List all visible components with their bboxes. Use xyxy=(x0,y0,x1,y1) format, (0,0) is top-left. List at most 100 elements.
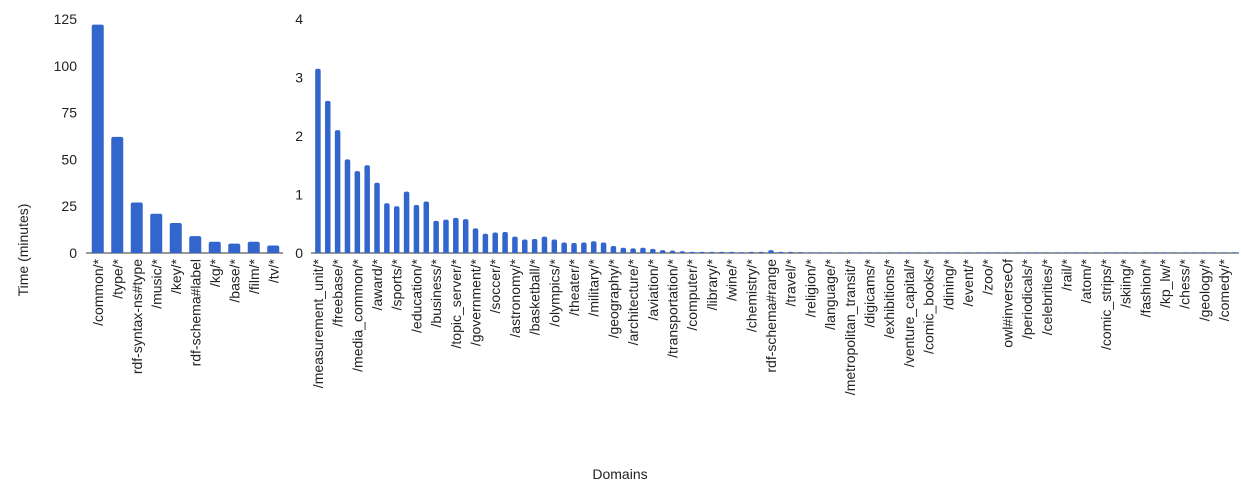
bar xyxy=(433,220,439,253)
bar xyxy=(896,252,902,253)
x-tick-label: /astronomy/* xyxy=(507,258,523,337)
bar xyxy=(1113,252,1119,253)
bar xyxy=(364,165,370,253)
bar xyxy=(640,247,646,253)
bar xyxy=(247,241,260,253)
bar xyxy=(1014,252,1021,253)
bar xyxy=(758,251,764,253)
x-tick-label: /periodicals/* xyxy=(1019,258,1035,339)
x-tick-label: /film/* xyxy=(246,258,262,294)
x-tick-label: /travel/* xyxy=(783,258,799,306)
y-tick-label: 2 xyxy=(295,128,303,144)
bar xyxy=(384,203,390,253)
bar xyxy=(462,219,469,253)
bar xyxy=(502,231,508,253)
bar xyxy=(984,252,991,253)
bar xyxy=(1083,252,1089,253)
x-tick-label: /tv/* xyxy=(265,258,281,283)
y-tick-label: 4 xyxy=(295,11,303,27)
bar xyxy=(1004,252,1011,253)
bar xyxy=(738,252,745,253)
bar xyxy=(393,206,400,253)
bar xyxy=(531,238,538,253)
bar xyxy=(630,248,636,253)
bar xyxy=(1093,252,1099,253)
bar xyxy=(1181,252,1188,253)
bar xyxy=(669,250,676,253)
bar xyxy=(847,252,853,253)
bar xyxy=(208,241,221,253)
x-tick-label: /military/* xyxy=(586,258,602,316)
bar xyxy=(189,236,202,253)
bar xyxy=(169,223,182,253)
bar xyxy=(610,245,617,253)
x-tick-label: /exhibitions/* xyxy=(881,258,897,338)
x-tick-label: /geology/* xyxy=(1196,258,1212,321)
x-tick-label: /language/* xyxy=(822,258,838,329)
x-tick-label: /aviation/* xyxy=(645,258,661,320)
x-tick-label: /theater/* xyxy=(566,258,582,315)
bar xyxy=(945,252,952,253)
bar xyxy=(965,252,971,253)
bar xyxy=(1152,252,1158,253)
x-tick-label: /architecture/* xyxy=(625,258,641,345)
bar xyxy=(856,252,863,253)
bar xyxy=(787,251,794,253)
bar xyxy=(886,252,892,253)
bar xyxy=(453,217,459,253)
x-tick-label: /award/* xyxy=(369,258,385,310)
bar xyxy=(768,250,774,253)
x-tick-label: /basketball/* xyxy=(527,258,543,335)
bar xyxy=(935,252,942,253)
y-tick-label: 25 xyxy=(61,198,77,214)
bar xyxy=(748,251,755,253)
bar xyxy=(679,251,686,253)
x-tick-label: rdf-schema#label xyxy=(187,259,203,366)
bar xyxy=(150,213,163,253)
bar xyxy=(551,239,558,253)
bar xyxy=(403,191,410,253)
bar xyxy=(325,100,331,254)
bar xyxy=(423,201,430,253)
x-tick-label: /atom/* xyxy=(1078,258,1094,303)
x-tick-label: /library/* xyxy=(704,258,720,310)
x-tick-label: /topic_server/* xyxy=(448,258,464,348)
x-tick-label: /venture_capital/* xyxy=(901,258,917,367)
bar xyxy=(374,182,380,253)
bar xyxy=(827,252,833,253)
bar xyxy=(228,243,241,253)
bar xyxy=(472,228,479,253)
x-tick-label: /chemistry/* xyxy=(743,258,759,332)
bar xyxy=(1172,252,1178,253)
bar xyxy=(1122,252,1129,253)
bar xyxy=(600,242,607,253)
y-tick-label: 50 xyxy=(61,151,77,167)
bar xyxy=(1231,252,1237,253)
bar xyxy=(482,233,489,253)
x-tick-label: /business/* xyxy=(428,258,444,327)
bar xyxy=(866,252,873,253)
x-tick-label: /government/* xyxy=(468,258,484,346)
bar xyxy=(689,251,695,253)
bar xyxy=(1034,252,1040,253)
bar xyxy=(1073,252,1080,253)
bar xyxy=(581,242,587,253)
bar xyxy=(807,252,814,253)
y-tick-label: 0 xyxy=(69,245,77,261)
x-tick-label: /base/* xyxy=(226,258,242,302)
bar xyxy=(413,205,420,253)
bar xyxy=(315,68,321,253)
bar xyxy=(344,159,351,253)
x-tick-label: /key/* xyxy=(168,258,184,294)
x-tick-label: /religion/* xyxy=(802,258,818,317)
bar xyxy=(541,236,548,253)
bar xyxy=(876,252,883,253)
bar xyxy=(1142,252,1149,253)
x-tick-label: /computer/* xyxy=(684,258,700,330)
x-tick-label: /metropolitan_transit/* xyxy=(842,258,858,395)
x-tick-label: /event/* xyxy=(960,258,976,306)
bar xyxy=(837,252,843,253)
bar xyxy=(906,252,912,253)
